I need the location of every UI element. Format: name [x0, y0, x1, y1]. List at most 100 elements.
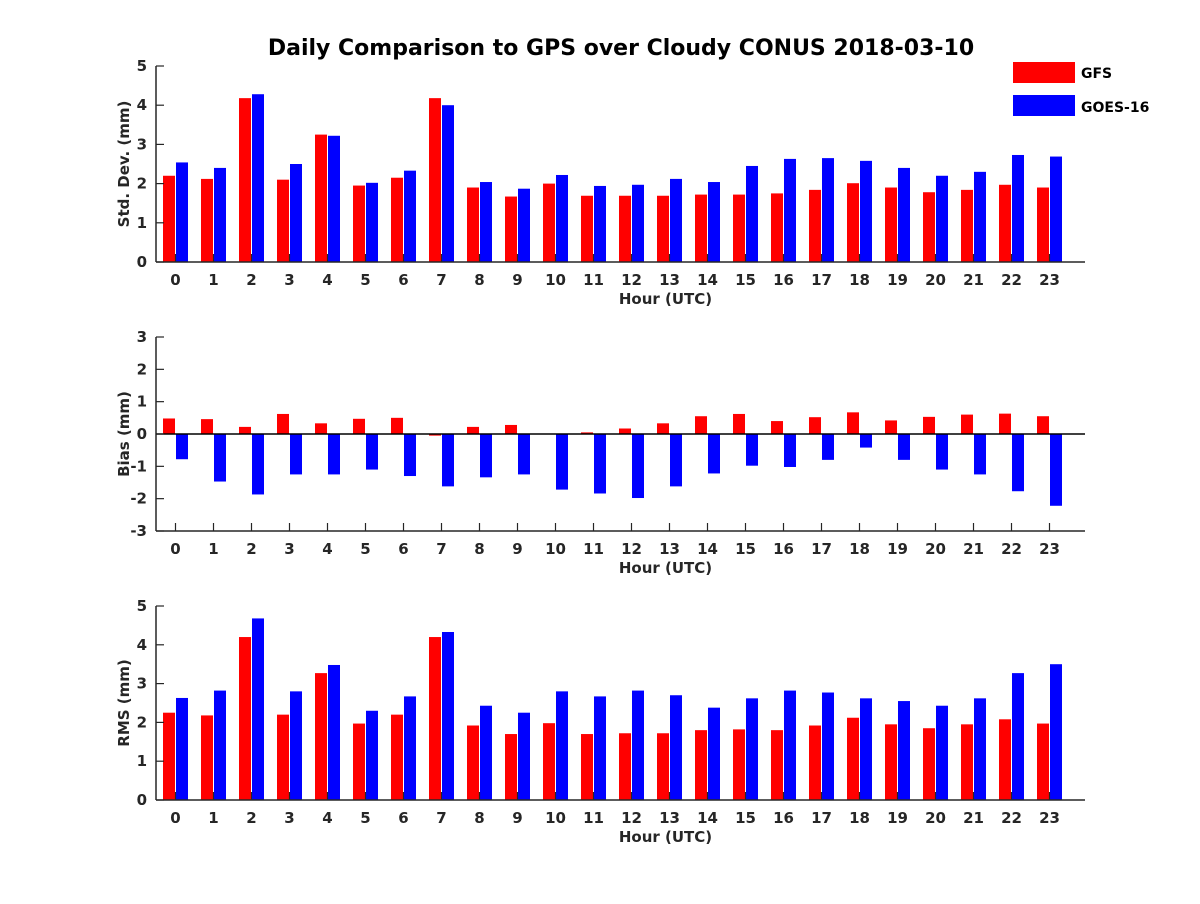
bar-gfs-hour-21	[961, 724, 973, 800]
bar-goes16-hour-15	[746, 698, 758, 800]
bar-goes16-hour-20	[936, 705, 948, 800]
bar-gfs-hour-17	[809, 189, 821, 262]
x-tick-label: 12	[621, 809, 642, 827]
bar-gfs-hour-2	[239, 426, 251, 434]
x-tick-label: 21	[963, 271, 984, 289]
x-tick-label: 22	[1001, 271, 1022, 289]
x-tick-label: 10	[545, 540, 566, 558]
bar-gfs-hour-10	[543, 183, 555, 262]
bar-goes16-hour-19	[898, 434, 910, 460]
y-tick-label: 2	[137, 175, 147, 193]
bar-gfs-hour-0	[163, 418, 175, 434]
bar-goes16-hour-21	[974, 698, 986, 800]
bar-goes16-hour-0	[176, 162, 188, 262]
x-tick-label: 19	[887, 540, 908, 558]
bar-gfs-hour-5	[353, 185, 365, 262]
bar-gfs-hour-22	[999, 184, 1011, 262]
bar-goes16-hour-12	[632, 434, 644, 499]
x-tick-label: 8	[474, 809, 484, 827]
x-tick-label: 9	[512, 271, 522, 289]
x-tick-label: 13	[659, 271, 680, 289]
x-tick-label: 0	[170, 271, 180, 289]
x-tick-label: 23	[1039, 540, 1060, 558]
bar-gfs-hour-22	[999, 413, 1011, 434]
bar-goes16-hour-8	[480, 705, 492, 800]
bar-goes16-hour-15	[746, 434, 758, 466]
bar-goes16-hour-10	[556, 174, 568, 262]
y-axis-label: RMS (mm)	[115, 659, 133, 746]
bar-gfs-hour-14	[695, 416, 707, 434]
x-tick-label: 20	[925, 271, 946, 289]
bar-gfs-hour-2	[239, 637, 251, 800]
bar-goes16-hour-23	[1050, 434, 1062, 506]
x-tick-label: 4	[322, 271, 332, 289]
bar-goes16-hour-3	[290, 691, 302, 800]
y-axis-label: Std. Dev. (mm)	[115, 101, 133, 228]
bar-goes16-hour-21	[974, 434, 986, 475]
bar-gfs-hour-12	[619, 428, 631, 434]
x-tick-label: 15	[735, 271, 756, 289]
x-tick-label: 21	[963, 809, 984, 827]
bar-gfs-hour-13	[657, 423, 669, 434]
x-tick-label: 11	[583, 809, 604, 827]
bar-gfs-hour-3	[277, 714, 289, 800]
bar-gfs-hour-10	[543, 723, 555, 800]
x-tick-label: 5	[360, 540, 370, 558]
bar-gfs-hour-8	[467, 725, 479, 800]
x-tick-label: 2	[246, 271, 256, 289]
bar-gfs-hour-8	[467, 426, 479, 434]
bar-gfs-hour-4	[315, 423, 327, 434]
x-tick-label: 4	[322, 540, 332, 558]
y-axis-label: Bias (mm)	[115, 391, 133, 477]
y-tick-label: 3	[137, 135, 147, 153]
x-tick-label: 15	[735, 540, 756, 558]
bar-gfs-hour-6	[391, 714, 403, 800]
y-tick-label: 3	[137, 675, 147, 693]
x-tick-label: 10	[545, 809, 566, 827]
bar-gfs-hour-11	[581, 734, 593, 800]
bar-goes16-hour-23	[1050, 664, 1062, 800]
bar-gfs-hour-16	[771, 730, 783, 800]
bar-gfs-hour-19	[885, 724, 897, 800]
x-tick-label: 14	[697, 540, 718, 558]
bar-goes16-hour-12	[632, 184, 644, 262]
x-tick-label: 16	[773, 540, 794, 558]
bar-goes16-hour-0	[176, 434, 188, 460]
x-tick-label: 8	[474, 271, 484, 289]
bar-goes16-hour-9	[518, 434, 530, 475]
bar-goes16-hour-6	[404, 170, 416, 262]
bar-goes16-hour-1	[214, 167, 226, 262]
bar-goes16-hour-13	[670, 695, 682, 800]
bar-gfs-hour-1	[201, 419, 213, 434]
bar-goes16-hour-11	[594, 696, 606, 800]
x-tick-label: 4	[322, 809, 332, 827]
bar-gfs-hour-14	[695, 730, 707, 800]
bar-goes16-hour-18	[860, 434, 872, 448]
bar-gfs-hour-19	[885, 187, 897, 262]
bar-gfs-hour-7	[429, 637, 441, 800]
x-tick-label: 20	[925, 540, 946, 558]
x-axis-label: Hour (UTC)	[619, 828, 712, 846]
x-tick-label: 6	[398, 271, 408, 289]
x-tick-label: 14	[697, 809, 718, 827]
x-tick-label: 7	[436, 271, 446, 289]
bar-goes16-hour-16	[784, 434, 796, 467]
bar-gfs-hour-13	[657, 195, 669, 262]
bar-gfs-hour-20	[923, 416, 935, 434]
bar-goes16-hour-4	[328, 434, 340, 475]
chart-title: Daily Comparison to GPS over Cloudy CONU…	[268, 36, 974, 61]
x-tick-label: 7	[436, 540, 446, 558]
bar-gfs-hour-2	[239, 98, 251, 262]
bar-goes16-hour-5	[366, 710, 378, 800]
y-tick-label: 1	[137, 393, 147, 411]
legend-label-gfs: GFS	[1081, 66, 1112, 82]
x-tick-label: 2	[246, 809, 256, 827]
x-tick-label: 15	[735, 809, 756, 827]
x-tick-label: 12	[621, 271, 642, 289]
bar-gfs-hour-15	[733, 729, 745, 800]
legend: GFS GOES-16	[1013, 62, 1149, 116]
bar-gfs-hour-16	[771, 193, 783, 262]
bar-gfs-hour-14	[695, 194, 707, 262]
x-tick-label: 14	[697, 271, 718, 289]
bar-goes16-hour-7	[442, 632, 454, 800]
